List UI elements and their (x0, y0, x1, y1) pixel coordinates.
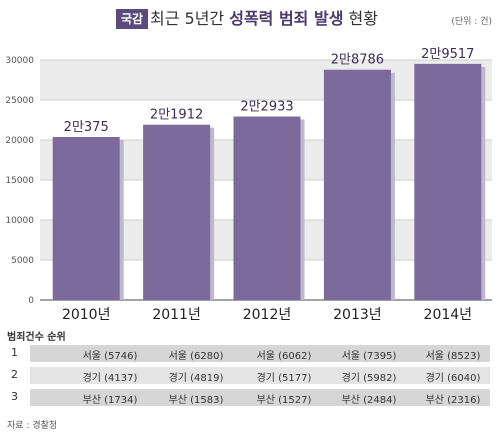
x-tick-label: 2014년 (424, 307, 473, 323)
y-tick-label: 20000 (5, 136, 34, 146)
rank-row-background (30, 367, 490, 384)
rank-cell: 부산 (2484) (341, 395, 397, 406)
rank-cell: 부산 (1527) (256, 395, 312, 406)
rank-cell: 경기 (4819) (168, 373, 224, 384)
bar-data-label: 2만375 (64, 120, 109, 135)
rank-table-caption: 범죄건수 순위 (7, 332, 66, 343)
rank-cell: 경기 (6040) (425, 373, 481, 384)
rank-number: 3 (11, 390, 18, 403)
rank-cell: 부산 (1583) (168, 395, 224, 406)
source-note: 자료 : 경찰청 (7, 421, 58, 431)
x-tick-label: 2010년 (62, 307, 111, 323)
y-tick-label: 15000 (5, 176, 34, 186)
rank-cell: 부산 (1734) (82, 395, 138, 406)
bar (143, 124, 211, 300)
bar-data-label: 2만9517 (421, 47, 474, 62)
rank-cell: 경기 (5177) (256, 373, 312, 384)
bar (414, 63, 482, 300)
rank-cell: 서울 (6062) (256, 351, 312, 362)
y-tick-label: 25000 (5, 96, 34, 106)
rank-cell: 서울 (7395) (341, 351, 397, 362)
y-tick-label: 10000 (5, 216, 34, 226)
rank-cell: 서울 (5746) (82, 351, 138, 362)
x-tick-label: 2012년 (243, 307, 292, 323)
y-tick-label: 0 (28, 296, 34, 306)
title-prefix: 최근 5년간 (150, 9, 230, 28)
x-tick-label: 2011년 (152, 307, 201, 323)
rank-cell: 서울 (8523) (425, 351, 481, 362)
title-suffix: 현황 (343, 9, 378, 28)
unit-label: (단위 : 건) (451, 17, 492, 27)
bar (323, 69, 391, 300)
bar-data-label: 2만2933 (240, 100, 293, 115)
bar-data-label: 2만1912 (150, 108, 203, 123)
rank-row-background (30, 345, 490, 362)
rank-number: 1 (11, 346, 18, 359)
chart-header: 국감 최근 5년간 성폭력 범죄 발생 현황 (단위 : 건) (0, 0, 500, 40)
rank-row: 1 서울 (5746) 서울 (6280) 서울 (6062) 서울 (7395) 서울 … (0, 344, 500, 364)
bar-data-label: 2만8786 (331, 53, 384, 68)
rank-number: 2 (11, 368, 18, 381)
rank-cell: 경기 (5982) (341, 373, 397, 384)
bar (233, 116, 301, 300)
rank-row: 3 부산 (1734) 부산 (1583) 부산 (1527) 부산 (2484) 부산 … (0, 388, 500, 408)
category-badge: 국감 (116, 9, 149, 29)
x-tick-label: 2013년 (333, 307, 382, 323)
y-tick-label: 30000 (5, 56, 34, 66)
bar (52, 137, 120, 300)
chart-title: 최근 5년간 성폭력 범죄 발생 현황 (150, 7, 378, 31)
rank-row: 2 경기 (4137) 경기 (4819) 경기 (5177) 경기 (5982) 경기 … (0, 366, 500, 386)
y-tick-label: 5000 (11, 256, 34, 266)
title-highlight: 성폭력 범죄 발생 (229, 9, 344, 28)
rank-cell: 부산 (2316) (425, 395, 481, 406)
bar-chart: 0 5000 10000 15000 20000 25000 30000 2만375 2010년… (5, 47, 492, 323)
rank-cell: 경기 (4137) (82, 373, 138, 384)
rank-row-background (30, 389, 490, 406)
rank-cell: 서울 (6280) (168, 351, 224, 362)
